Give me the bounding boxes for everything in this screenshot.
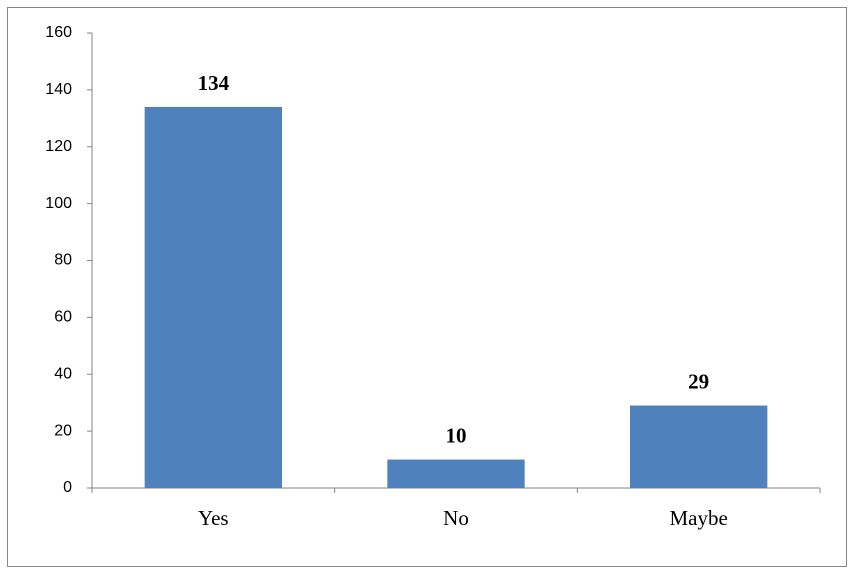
y-tick-label: 80	[54, 252, 72, 269]
y-tick-label: 120	[45, 138, 72, 155]
y-tick-label: 20	[54, 422, 72, 439]
data-label: 10	[446, 423, 467, 447]
x-tick-label: Yes	[198, 506, 229, 530]
y-tick-label: 140	[45, 81, 72, 98]
x-tick-label: Maybe	[670, 506, 728, 530]
data-label: 29	[688, 369, 709, 393]
bar	[629, 405, 768, 488]
x-tick-label: No	[443, 506, 469, 530]
bar	[144, 106, 283, 488]
y-tick-label: 160	[45, 24, 72, 41]
y-tick-label: 60	[54, 309, 72, 326]
y-tick-label: 0	[63, 479, 72, 496]
y-tick-label: 100	[45, 195, 72, 212]
y-tick-label: 40	[54, 365, 72, 382]
bar	[387, 459, 525, 488]
data-label: 134	[198, 71, 230, 95]
